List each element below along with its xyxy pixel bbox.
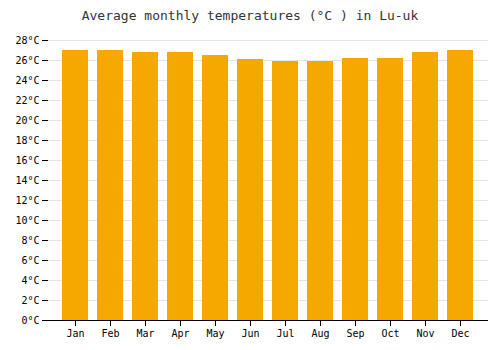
svg-text:22°C: 22°C: [15, 95, 39, 106]
html-text:Average monthly temperatures (: Average monthly temperatures (°C ) in Lu…: [81, 8, 419, 23]
svg-text:12°C: 12°C: [15, 195, 39, 206]
svg-text:0°C: 0°C: [21, 315, 39, 326]
svg-text:4°C: 4°C: [21, 275, 39, 286]
svg-text:Apr: Apr: [171, 328, 189, 339]
svg-text:Sep: Sep: [346, 328, 364, 339]
svg-text:Feb: Feb: [101, 328, 119, 339]
svg-text:Oct: Oct: [381, 328, 399, 339]
svg-text:20°C: 20°C: [15, 115, 39, 126]
svg-text:10°C: 10°C: [15, 215, 39, 226]
svg-text:Aug: Aug: [311, 328, 329, 339]
svg-text:Mar: Mar: [136, 328, 154, 339]
svg-text:6°C: 6°C: [21, 255, 39, 266]
svg-text:16°C: 16°C: [15, 155, 39, 166]
svg-text:Nov: Nov: [416, 328, 434, 339]
svg-text:Jan: Jan: [66, 328, 84, 339]
svg-text:14°C: 14°C: [15, 175, 39, 186]
svg-text:26°C: 26°C: [15, 55, 39, 66]
svg-text:May: May: [206, 328, 224, 339]
svg-text:18°C: 18°C: [15, 135, 39, 146]
svg-text:Jul: Jul: [276, 328, 294, 339]
svg-text:2°C: 2°C: [21, 295, 39, 306]
svg-text:8°C: 8°C: [21, 235, 39, 246]
svg-text:28°C: 28°C: [15, 35, 39, 46]
svg-text:Dec: Dec: [451, 328, 469, 339]
svg-text:24°C: 24°C: [15, 75, 39, 86]
svg-text:Jun: Jun: [241, 328, 259, 339]
